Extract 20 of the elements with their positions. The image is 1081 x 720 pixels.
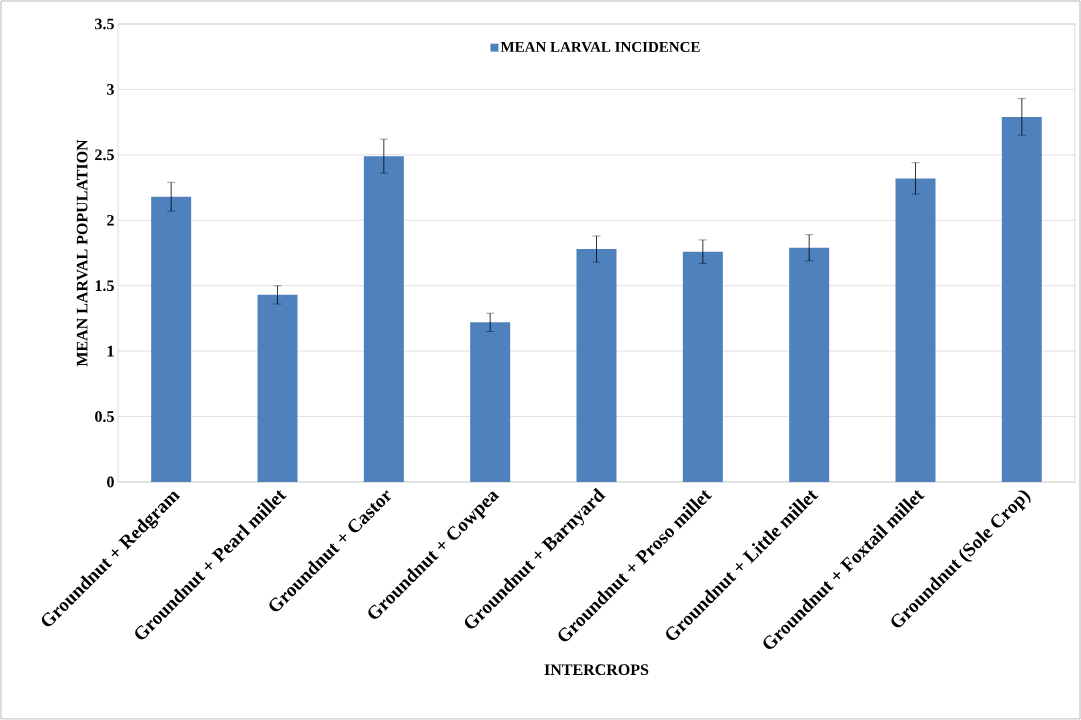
bar xyxy=(470,322,511,482)
bar xyxy=(895,178,936,482)
legend-label: MEAN LARVAL INCIDENCE xyxy=(500,41,700,53)
bar xyxy=(789,247,830,482)
x-axis-title: INTERCROPS xyxy=(544,664,649,676)
y-tick-label: 0 xyxy=(107,476,114,488)
bar xyxy=(576,249,617,482)
y-tick-label: 0.5 xyxy=(95,411,114,422)
bar xyxy=(363,156,404,482)
bar xyxy=(257,294,298,482)
y-tick-label: 3 xyxy=(107,84,114,95)
y-tick-label: 2.5 xyxy=(95,149,114,161)
y-axis-title: MEAN LARVAL POPULATION xyxy=(76,139,88,367)
bar xyxy=(1001,116,1042,482)
y-tick-label: 2 xyxy=(107,214,114,226)
y-tick-label: 1.5 xyxy=(95,280,114,292)
bar xyxy=(151,196,192,482)
y-tick-label: 1 xyxy=(107,345,114,357)
bar xyxy=(682,251,723,482)
y-tick-label: 3.5 xyxy=(95,18,114,30)
